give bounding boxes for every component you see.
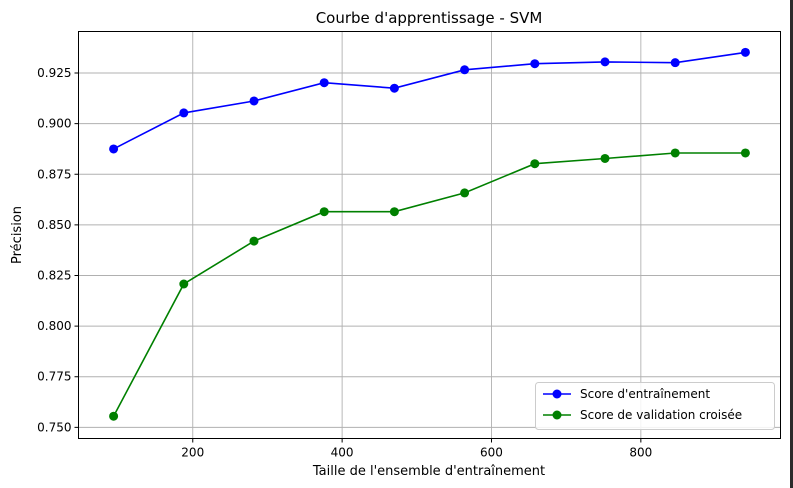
grid-lines bbox=[78, 31, 781, 439]
data-point-series-1 bbox=[460, 188, 470, 198]
legend-marker-training bbox=[552, 389, 562, 399]
y-tick-label: 0.750 bbox=[37, 420, 71, 434]
data-point-series-1 bbox=[249, 236, 259, 246]
data-point-series-0 bbox=[600, 57, 610, 67]
data-point-series-1 bbox=[740, 148, 750, 158]
data-point-series-1 bbox=[319, 207, 329, 217]
data-point-series-0 bbox=[319, 78, 329, 88]
data-point-series-0 bbox=[460, 65, 470, 75]
data-point-series-0 bbox=[530, 59, 540, 69]
y-tick-label: 0.825 bbox=[37, 268, 71, 282]
legend-marker-validation bbox=[552, 410, 562, 420]
window-edge bbox=[790, 0, 793, 488]
x-axis-label: Taille de l'ensemble d'entraînement bbox=[312, 464, 545, 479]
data-point-series-0 bbox=[249, 96, 259, 106]
data-point-series-1 bbox=[109, 411, 119, 421]
x-tick-label: 400 bbox=[331, 446, 354, 460]
legend-box bbox=[535, 382, 775, 430]
legend: Score d'entraînement Score de validation… bbox=[535, 382, 775, 430]
series-line-1 bbox=[112, 152, 746, 417]
y-axis-label: Précision bbox=[10, 206, 25, 264]
y-axis-ticks: 0.750 0.775 0.800 0.825 0.850 0.875 0.900 0.925 bbox=[37, 66, 79, 434]
x-axis-ticks: 200 400 600 800 bbox=[181, 438, 652, 460]
series-layer bbox=[109, 47, 750, 421]
data-point-series-1 bbox=[389, 207, 399, 217]
data-point-series-1 bbox=[179, 279, 189, 289]
data-point-series-1 bbox=[670, 148, 680, 158]
data-point-series-1 bbox=[600, 153, 610, 163]
y-tick-label: 0.900 bbox=[37, 117, 71, 131]
data-point-series-0 bbox=[740, 47, 750, 57]
y-tick-label: 0.925 bbox=[37, 66, 71, 80]
y-tick-label: 0.775 bbox=[37, 370, 71, 384]
plot-area-frame bbox=[78, 31, 781, 439]
data-point-series-0 bbox=[109, 144, 119, 154]
y-tick-label: 0.800 bbox=[37, 319, 71, 333]
x-tick-label: 600 bbox=[480, 446, 503, 460]
chart-title: Courbe d'apprentissage - SVM bbox=[316, 9, 543, 27]
legend-label-training: Score d'entraînement bbox=[580, 387, 710, 401]
series-line-0 bbox=[113, 51, 746, 150]
y-tick-label: 0.850 bbox=[37, 218, 71, 232]
data-point-series-0 bbox=[389, 83, 399, 93]
data-point-series-1 bbox=[530, 159, 540, 169]
x-tick-label: 200 bbox=[181, 446, 204, 460]
data-point-series-0 bbox=[670, 58, 680, 68]
legend-label-validation: Score de validation croisée bbox=[580, 408, 742, 422]
x-tick-label: 800 bbox=[629, 446, 652, 460]
y-tick-label: 0.875 bbox=[37, 167, 71, 181]
data-point-series-0 bbox=[179, 108, 189, 118]
